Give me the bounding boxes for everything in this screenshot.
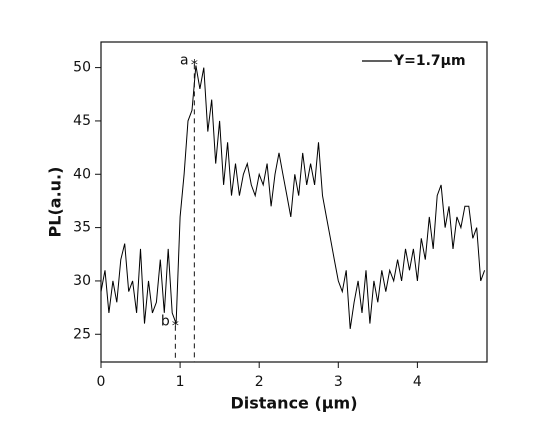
x-tick-label: 2 [255,374,264,390]
marker: * [191,57,198,73]
marker: * [172,319,179,335]
y-tick-label: 35 [73,220,91,236]
y-axis-title: PL(a.u.) [46,167,65,238]
y-tick-label: 40 [73,166,91,182]
annotation-label: b [161,314,170,330]
x-tick-label: 0 [97,374,106,390]
annotation-label: a [180,52,189,68]
y-tick-label: 25 [73,326,91,342]
y-tick-label: 45 [73,113,91,129]
x-tick-label: 3 [334,374,343,390]
y-tick-label: 30 [73,273,91,289]
x-tick-label: 1 [176,374,185,390]
y-tick-label: 50 [73,60,91,76]
x-axis-title: Distance (μm) [230,394,357,413]
data-line [100,65,486,329]
legend-label: Y=1.7μm [393,53,466,69]
plot-frame [100,41,488,363]
x-tick-label: 4 [413,374,422,390]
